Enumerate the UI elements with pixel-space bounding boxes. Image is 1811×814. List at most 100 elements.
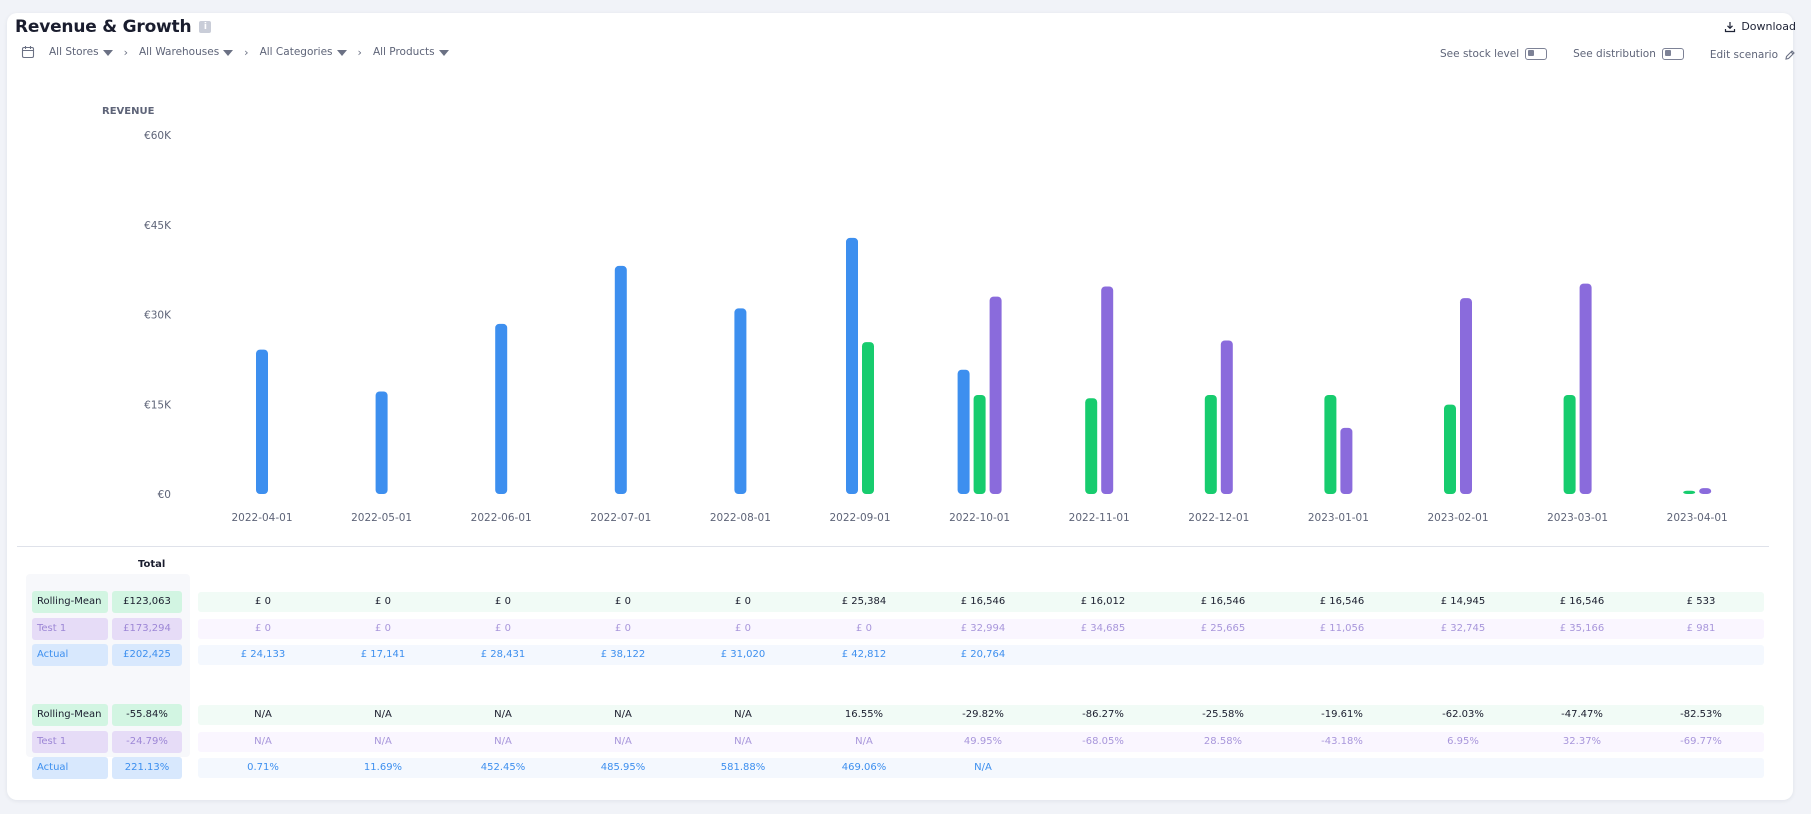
growth-row-label: Test 1 <box>32 731 108 753</box>
title-row: Revenue & Growth i <box>15 17 212 37</box>
chevron-down-icon <box>223 49 234 56</box>
chart-toggles: See stock level See distribution Edit sc… <box>1414 46 1796 61</box>
x-tick-label: 2023-03-01 <box>1547 512 1608 524</box>
calendar-icon[interactable] <box>21 45 35 59</box>
revenue-table-cell: £ 0 <box>255 596 271 607</box>
bar-rolling-mean <box>1204 394 1217 494</box>
y-tick-label: €30K <box>144 310 172 322</box>
filter-stores[interactable]: All Stores <box>49 46 113 58</box>
toggle-switch[interactable] <box>1661 47 1684 60</box>
y-tick-label: €60K <box>144 130 172 142</box>
x-tick-label: 2023-04-01 <box>1667 512 1728 524</box>
y-tick-label: €0 <box>158 489 171 501</box>
filter-warehouses[interactable]: All Warehouses <box>139 46 234 58</box>
download-label: Download <box>1741 20 1796 33</box>
growth-row-label: Actual <box>32 757 108 779</box>
x-tick-label: 2023-01-01 <box>1308 512 1369 524</box>
growth-table-cell: 11.69% <box>363 762 403 773</box>
bar-actual <box>734 308 747 494</box>
toggle-switch[interactable] <box>1525 47 1548 60</box>
revenue-table-cell: £ 0 <box>856 623 872 634</box>
total-header: Total <box>138 559 166 570</box>
revenue-table-cell: £ 0 <box>615 623 631 634</box>
growth-table-cell: -62.03% <box>1442 709 1484 720</box>
revenue-growth-card <box>7 13 1793 800</box>
revenue-row-label: Actual <box>32 644 108 666</box>
x-tick-label: 2022-09-01 <box>829 512 890 524</box>
growth-table-cell: N/A <box>734 709 752 720</box>
x-tick-label: 2022-06-01 <box>471 512 532 524</box>
revenue-table-cell: £ 0 <box>255 623 271 634</box>
info-icon[interactable]: i <box>199 21 212 33</box>
bar-rolling-mean <box>862 342 874 494</box>
x-tick-label: 2022-12-01 <box>1188 512 1249 524</box>
growth-row-band <box>198 732 1764 752</box>
bar-rolling-mean <box>1085 398 1098 494</box>
growth-table-cell: -25.58% <box>1202 709 1244 720</box>
growth-table-cell: N/A <box>374 709 392 720</box>
growth-row-band <box>198 758 1764 778</box>
bar-actual <box>375 391 388 494</box>
bar-actual <box>495 323 508 494</box>
download-button[interactable]: Download <box>1724 20 1796 33</box>
revenue-row-band <box>198 645 1764 665</box>
growth-table-cell: N/A <box>374 736 392 747</box>
revenue-table-cell: £ 32,994 <box>960 623 1006 634</box>
stock-level-toggle[interactable]: See stock level <box>1440 47 1548 60</box>
revenue-table-cell: £ 0 <box>615 596 631 607</box>
revenue-table-cell: £ 16,546 <box>1559 596 1605 607</box>
revenue-table-cell: £ 16,546 <box>1319 596 1365 607</box>
bar-test-1 <box>989 296 1002 494</box>
filter-categories[interactable]: All Categories <box>260 46 347 58</box>
y-tick-label: €45K <box>144 220 172 232</box>
growth-table-cell: -68.05% <box>1082 736 1124 747</box>
revenue-row-band <box>198 592 1764 612</box>
x-tick-label: 2022-07-01 <box>590 512 651 524</box>
bar-rolling-mean <box>1683 490 1696 494</box>
chevron-right-icon: › <box>244 45 249 59</box>
stock-level-label: See stock level <box>1440 47 1520 60</box>
revenue-table-cell: £ 25,384 <box>841 596 887 607</box>
revenue-table-cell: £ 533 <box>1686 596 1716 607</box>
revenue-table-cell: £ 16,012 <box>1080 596 1126 607</box>
revenue-table-cell: £ 0 <box>375 623 391 634</box>
revenue-table-cell: £ 25,665 <box>1200 623 1246 634</box>
revenue-table-cell: £ 14,945 <box>1440 596 1486 607</box>
growth-table-cell: N/A <box>734 736 752 747</box>
growth-table-cell: N/A <box>254 736 272 747</box>
page-title: Revenue & Growth <box>15 17 192 37</box>
pencil-icon <box>1785 50 1795 60</box>
revenue-table-cell: £ 981 <box>1686 623 1716 634</box>
distribution-toggle[interactable]: See distribution <box>1573 47 1684 60</box>
x-tick-label: 2022-08-01 <box>710 512 771 524</box>
growth-row-total: -55.84% <box>112 704 182 726</box>
growth-table-cell: 0.71% <box>247 762 279 773</box>
revenue-table-cell: £ 0 <box>735 596 751 607</box>
bar-rolling-mean <box>1444 404 1456 494</box>
bar-test-1 <box>1460 298 1472 494</box>
x-tick-label: 2022-05-01 <box>351 512 412 524</box>
growth-row-label: Rolling-Mean <box>32 704 108 726</box>
growth-table-cell: 16.55% <box>844 709 884 720</box>
filter-products[interactable]: All Products <box>373 46 449 58</box>
growth-table-cell: 49.95% <box>963 736 1003 747</box>
growth-table-cell: N/A <box>974 762 992 773</box>
y-axis-title: REVENUE <box>102 106 155 117</box>
revenue-table-cell: £ 0 <box>375 596 391 607</box>
revenue-table-cell: £ 24,133 <box>240 649 286 660</box>
revenue-table-cell: £ 32,745 <box>1440 623 1486 634</box>
growth-row-total: 221.13% <box>112 757 182 779</box>
growth-table-cell: 581.88% <box>720 762 766 773</box>
bar-actual <box>846 237 858 494</box>
edit-scenario-button[interactable]: Edit scenario <box>1710 49 1796 61</box>
download-icon <box>1725 21 1736 32</box>
x-tick-label: 2022-11-01 <box>1069 512 1130 524</box>
revenue-table-cell: £ 42,812 <box>841 649 887 660</box>
growth-table-cell: N/A <box>614 736 632 747</box>
revenue-table-cell: £ 0 <box>495 623 511 634</box>
revenue-bar-chart: REVENUE €0 €15K €30K €45K €60K 2022-04-01 2022-… <box>102 106 1728 524</box>
growth-table-cell: 485.95% <box>600 762 646 773</box>
x-tick-label: 2023-02-01 <box>1427 512 1488 524</box>
chevron-down-icon <box>336 49 347 56</box>
bar-rolling-mean <box>1324 394 1337 494</box>
